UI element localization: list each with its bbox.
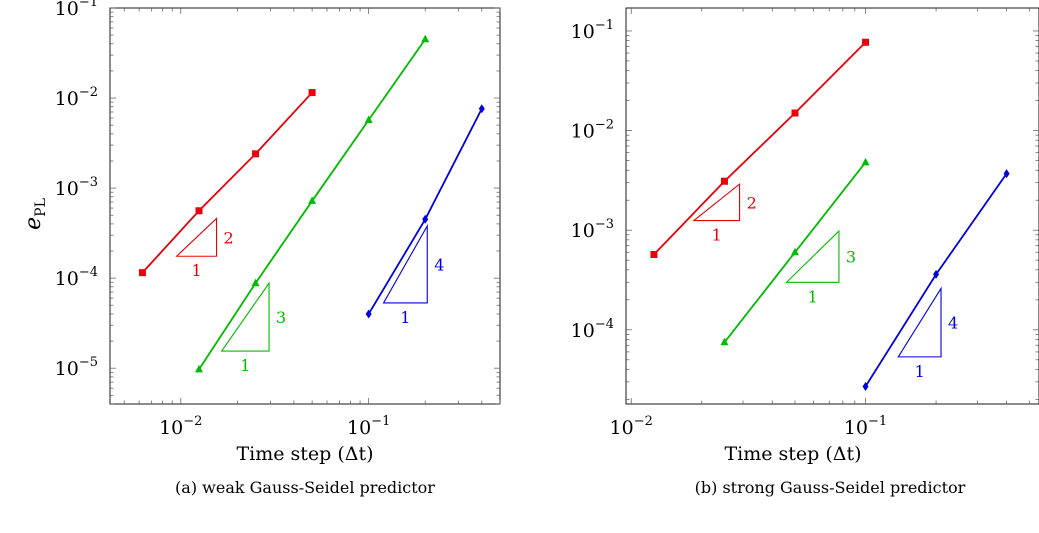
slope-run-label: 1 — [240, 356, 250, 375]
data-point — [421, 34, 430, 43]
data-point — [194, 364, 203, 373]
y-tick-label: 10−3 — [55, 175, 98, 200]
data-point — [862, 381, 869, 391]
x-tick-label: 10−1 — [347, 414, 390, 439]
slope-triangle — [175, 217, 218, 257]
data-point — [195, 207, 203, 215]
slope-run-label: 1 — [712, 226, 722, 245]
y-tick-label: 10−1 — [571, 18, 614, 43]
slope-rise-label: 4 — [948, 314, 958, 333]
y-tick-label: 10−5 — [55, 355, 98, 380]
y-axis-label: ePL — [21, 198, 49, 230]
data-point — [720, 177, 728, 185]
series-line-1 — [198, 38, 426, 370]
axes-frame — [625, 7, 1039, 405]
slope-rise-label: 3 — [276, 308, 286, 327]
y-tick-label: 10−2 — [571, 118, 614, 143]
data-point — [478, 104, 485, 114]
data-point — [650, 251, 658, 259]
axes-frame — [109, 7, 501, 405]
data-point — [364, 115, 373, 124]
data-point — [790, 247, 799, 256]
slope-run-label: 1 — [400, 308, 410, 327]
data-point — [365, 309, 372, 319]
chart-0: 10−2 10−1 10−5 10−4 10−3 10−2 10−1 Time step (Δ… — [21, 0, 501, 497]
y-tick-label: 10−4 — [55, 265, 98, 290]
data-point — [933, 269, 940, 279]
data-point — [422, 214, 429, 224]
x-tick-label: 10−1 — [844, 414, 887, 439]
x-axis-label: Time step (Δt) — [236, 443, 373, 465]
panel-caption: (b) strong Gauss-Seidel predictor — [695, 478, 966, 497]
y-tick-label: 10−1 — [55, 0, 98, 20]
y-tick-label: 10−3 — [571, 217, 614, 242]
slope-rise-label: 3 — [846, 248, 856, 267]
slope-rise-label: 4 — [434, 255, 444, 274]
series-line-2 — [864, 173, 1008, 387]
x-tick-label: 10−2 — [159, 414, 202, 439]
slope-run-label: 1 — [808, 287, 818, 306]
x-tick-label: 10−2 — [610, 414, 653, 439]
y-tick-label: 10−2 — [55, 85, 98, 110]
data-point — [862, 38, 870, 46]
axis-ticks — [626, 8, 1039, 404]
chart-1: 10−2 10−1 10−4 10−3 10−2 10−1 Time step (Δt) (b… — [571, 7, 1039, 497]
data-point — [308, 196, 317, 204]
series-line-0 — [653, 41, 867, 256]
data-point — [720, 337, 729, 346]
slope-run-label: 1 — [191, 261, 201, 280]
data-point — [308, 89, 316, 97]
data-point — [251, 278, 260, 287]
slope-triangle — [897, 286, 942, 358]
x-axis-label: Time step (Δt) — [724, 443, 861, 465]
axis-ticks — [110, 7, 501, 405]
slope-triangle — [692, 182, 741, 222]
slope-rise-label: 2 — [747, 193, 757, 212]
slope-triangle — [382, 223, 428, 304]
slope-triangle — [785, 229, 840, 283]
panel-caption: (a) weak Gauss-Seidel predictor — [175, 478, 435, 497]
series-line-2 — [367, 108, 483, 315]
data-point — [252, 150, 260, 158]
slope-run-label: 1 — [915, 362, 925, 381]
slope-rise-label: 2 — [224, 228, 234, 247]
series-line-0 — [141, 91, 313, 274]
data-point — [861, 157, 870, 166]
slope-triangle — [220, 281, 270, 352]
y-tick-label: 10−4 — [571, 317, 614, 342]
data-point — [791, 109, 799, 117]
data-point — [1003, 169, 1010, 179]
data-point — [138, 269, 146, 277]
